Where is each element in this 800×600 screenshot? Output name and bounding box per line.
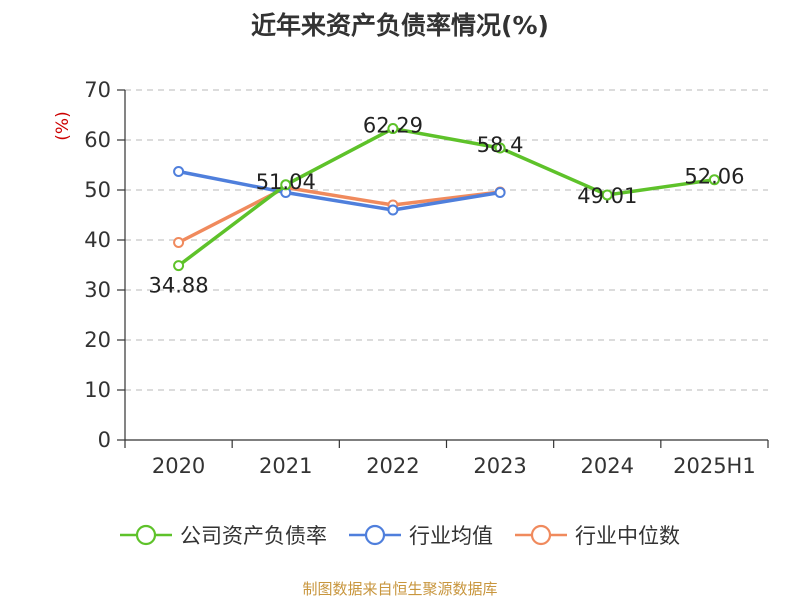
x-tick-label: 2022	[366, 454, 419, 478]
data-point	[173, 166, 185, 177]
data-point	[387, 204, 399, 216]
y-tick-label: 40	[84, 228, 111, 252]
data-point	[601, 189, 613, 201]
legend-marker-icon	[515, 523, 567, 547]
series-layer	[173, 123, 720, 272]
data-point	[387, 123, 399, 135]
y-tick-label: 20	[84, 328, 111, 352]
series-line	[177, 126, 715, 267]
legend-item[interactable]: 行业中位数	[515, 520, 680, 550]
legend-label: 行业中位数	[575, 524, 680, 548]
data-label: 51.04	[256, 170, 316, 194]
legend-label: 行业均值	[409, 524, 493, 548]
y-tick-label: 50	[84, 178, 111, 202]
data-label-layer: 34.88 51.04 62.29 58.4 49.01 52.06	[149, 114, 745, 298]
data-point	[280, 179, 292, 191]
data-point	[708, 174, 720, 186]
x-tick-label: 2021	[259, 454, 312, 478]
y-tick-label: 0	[98, 428, 111, 452]
legend-label: 公司资产负债率	[180, 524, 327, 548]
data-label: 49.01	[577, 184, 637, 208]
legend-marker-icon	[120, 523, 172, 547]
x-tick-label: 2023	[473, 454, 526, 478]
y-tick-label: 10	[84, 378, 111, 402]
data-point	[173, 260, 185, 272]
data-label: 52.06	[684, 165, 744, 189]
y-tick-label: 30	[84, 278, 111, 302]
y-tick-label: 70	[84, 78, 111, 102]
legend: 公司资产负债率 行业均值 行业中位数	[0, 520, 800, 550]
x-tick-label: 2020	[152, 454, 205, 478]
legend-item[interactable]: 公司资产负债率	[120, 520, 327, 550]
data-label: 58.4	[477, 133, 524, 157]
grid-layer	[125, 89, 768, 391]
data-label: 34.88	[149, 274, 209, 298]
legend-marker-icon	[349, 523, 401, 547]
source-note: 制图数据来自恒生聚源数据库	[302, 580, 498, 598]
series-line	[178, 169, 501, 212]
data-label: 62.29	[363, 114, 423, 138]
series-line	[177, 185, 501, 245]
data-point	[173, 237, 185, 248]
data-point	[494, 142, 506, 154]
y-axis-label: (%)	[53, 111, 73, 140]
axis-layer: 0 10 20 30 40 50 60 70 (%) 2020 2021 2022 2023 2024 20…	[53, 78, 769, 478]
y-tick-label: 60	[84, 128, 111, 152]
x-tick-label: 2025H1	[673, 454, 756, 478]
chart-title: 近年来资产负债率情况(%)	[251, 11, 549, 40]
legend-item[interactable]: 行业均值	[349, 520, 493, 550]
data-point	[494, 187, 506, 198]
x-tick-label: 2024	[581, 454, 634, 478]
